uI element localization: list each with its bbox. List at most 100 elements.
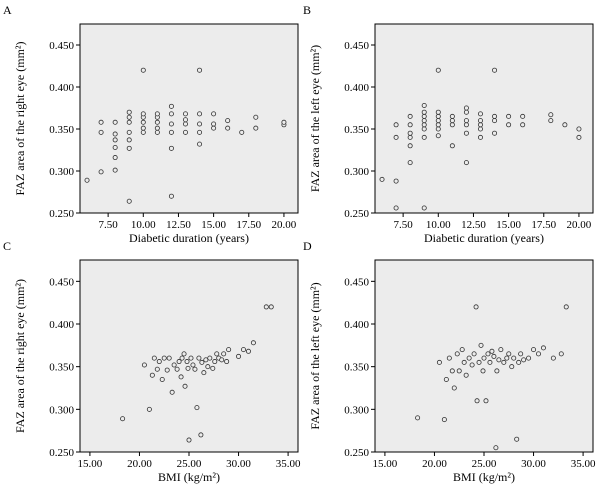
y-tick-label: 0.300 — [344, 166, 369, 178]
data-point — [120, 416, 126, 422]
panel-label: B — [303, 3, 311, 17]
data-point — [178, 374, 184, 380]
data-point — [112, 144, 118, 150]
data-point — [504, 355, 510, 361]
data-point — [436, 359, 442, 365]
x-axis-title: BMI (kg/m²) — [453, 470, 515, 484]
data-point — [435, 122, 441, 128]
data-point — [201, 370, 207, 376]
data-point — [182, 117, 188, 123]
data-point — [188, 355, 194, 361]
data-point — [182, 129, 188, 135]
data-point — [451, 385, 457, 391]
scatter-points — [379, 67, 582, 211]
data-point — [496, 357, 502, 363]
x-tick-label: 20.00 — [127, 458, 152, 470]
data-point — [212, 359, 218, 365]
data-point — [449, 118, 455, 124]
y-axis-title: FAZ area of the left eye (mm²) — [308, 282, 322, 429]
data-point — [182, 383, 188, 389]
data-point — [154, 366, 160, 372]
data-point — [548, 118, 554, 124]
y-tick-label: 0.300 — [49, 166, 74, 178]
data-point — [492, 130, 498, 136]
panel-label: A — [3, 3, 12, 17]
data-point — [225, 125, 231, 131]
data-point — [226, 347, 232, 353]
data-point — [407, 122, 413, 128]
data-point — [253, 125, 259, 131]
data-point — [126, 137, 132, 143]
data-point — [469, 362, 475, 368]
data-point — [159, 376, 165, 382]
data-point — [415, 415, 421, 421]
data-point — [477, 134, 483, 140]
data-point — [154, 119, 160, 125]
data-point — [548, 112, 554, 118]
data-point — [126, 119, 132, 125]
data-point — [224, 359, 230, 365]
y-tick-label: 0.450 — [344, 40, 369, 52]
data-point — [141, 362, 147, 368]
data-point — [182, 121, 188, 127]
data-point — [112, 137, 118, 143]
panel-a: A 0.250 0.300 0.350 0.400 0.450 7.50 10.00 12.50… — [3, 3, 299, 245]
data-point — [463, 105, 469, 111]
data-point — [393, 122, 399, 128]
data-point — [192, 366, 198, 372]
data-point — [393, 205, 399, 211]
plot-area — [79, 259, 299, 453]
y-axis-title: FAZ area of the right eye (mm²) — [13, 279, 27, 433]
x-tick-label: 25.00 — [177, 458, 202, 470]
data-point — [211, 111, 217, 117]
data-point — [463, 130, 469, 136]
data-point — [154, 125, 160, 131]
data-point — [112, 131, 118, 137]
y-axis-title: FAZ area of the left eye (mm²) — [308, 45, 322, 192]
data-point — [446, 355, 452, 361]
data-point — [253, 114, 259, 120]
data-point — [407, 160, 413, 166]
data-point — [576, 126, 582, 132]
data-point — [435, 133, 441, 139]
y-tick-label: 0.450 — [49, 276, 74, 288]
x-tick-label: 7.50 — [99, 219, 119, 231]
data-point — [112, 119, 118, 125]
x-axis-title: Diabetic duration (years) — [424, 231, 544, 245]
y-tick-label: 0.350 — [49, 362, 74, 374]
panel-c: C 0.250 0.300 0.350 0.400 0.450 15.00 20.00 25.0… — [3, 239, 301, 484]
y-tick-label: 0.250 — [49, 447, 74, 459]
data-point — [268, 304, 274, 310]
data-point — [210, 365, 216, 371]
x-tick-label: 35.00 — [276, 458, 301, 470]
data-point — [221, 351, 227, 357]
y-tick-label: 0.250 — [344, 447, 369, 459]
data-point — [197, 111, 203, 117]
data-point — [205, 364, 211, 370]
data-point — [203, 357, 209, 363]
data-point — [463, 372, 469, 378]
data-point — [98, 129, 104, 135]
data-point — [184, 359, 190, 365]
data-point — [514, 436, 520, 442]
data-point — [477, 122, 483, 128]
data-point — [207, 355, 213, 361]
y-tick-label: 0.350 — [344, 362, 369, 374]
x-tick-label: 20.00 — [422, 458, 447, 470]
y-tick-label: 0.250 — [344, 208, 369, 220]
data-point — [194, 405, 200, 411]
data-point — [476, 359, 482, 365]
data-point — [245, 348, 251, 354]
data-point — [168, 103, 174, 109]
data-point — [463, 122, 469, 128]
data-point — [126, 198, 132, 204]
data-point — [463, 118, 469, 124]
data-point — [466, 355, 472, 361]
data-point — [149, 372, 155, 378]
data-point — [463, 160, 469, 166]
data-point — [197, 121, 203, 127]
x-tick-label: 20.00 — [272, 219, 297, 231]
data-point — [168, 193, 174, 199]
data-point — [516, 359, 522, 365]
